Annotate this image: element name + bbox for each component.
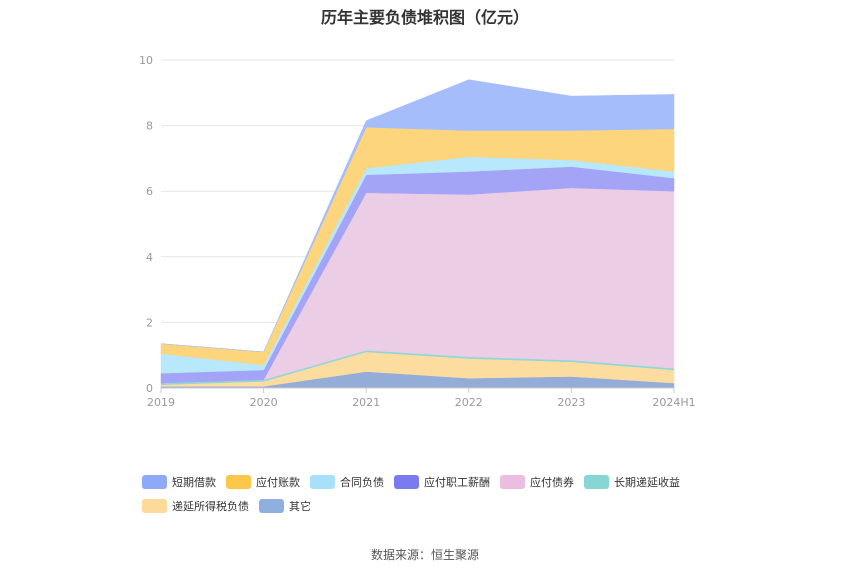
y-tick-label: 6 xyxy=(146,185,153,198)
legend-item[interactable]: 递延所得税负债 xyxy=(142,498,249,514)
y-tick-label: 2 xyxy=(146,316,153,329)
x-tick-label: 2020 xyxy=(250,396,278,409)
area-series-短期借款 xyxy=(160,79,675,353)
legend: 短期借款 应付账款 合同负债 应付职工薪酬 应付债券 长期递延收益 递延所得税负债 其它 xyxy=(142,470,742,518)
x-tick-label: 2021 xyxy=(352,396,380,409)
legend-row: 递延所得税负债 其它 xyxy=(142,494,742,518)
legend-item[interactable]: 应付职工薪酬 xyxy=(394,474,490,490)
legend-label: 应付账款 xyxy=(256,476,300,489)
legend-swatch xyxy=(394,475,419,489)
legend-swatch xyxy=(142,475,167,489)
chart-title: 历年主要负债堆积图（亿元） xyxy=(320,8,529,27)
legend-swatch xyxy=(584,475,609,489)
legend-label: 其它 xyxy=(289,500,311,513)
legend-label: 长期递延收益 xyxy=(614,476,680,489)
legend-label: 递延所得税负债 xyxy=(172,500,249,513)
legend-swatch xyxy=(310,475,335,489)
x-tick-label: 2019 xyxy=(147,396,175,409)
legend-label: 应付债券 xyxy=(530,476,574,489)
y-tick-label: 0 xyxy=(146,382,153,395)
legend-item[interactable]: 合同负债 xyxy=(310,474,384,490)
x-tick-label: 2022 xyxy=(455,396,483,409)
legend-row: 短期借款 应付账款 合同负债 应付职工薪酬 应付债券 长期递延收益 xyxy=(142,470,742,494)
legend-label: 应付职工薪酬 xyxy=(424,476,490,489)
legend-label: 合同负债 xyxy=(340,476,384,489)
legend-item[interactable]: 应付账款 xyxy=(226,474,300,490)
y-tick-label: 10 xyxy=(139,54,153,67)
area-layer xyxy=(160,79,675,389)
legend-swatch xyxy=(500,475,525,489)
legend-item[interactable]: 应付债券 xyxy=(500,474,574,490)
legend-swatch xyxy=(259,499,284,513)
legend-item[interactable]: 长期递延收益 xyxy=(584,474,680,490)
legend-swatch xyxy=(142,499,167,513)
y-tick-label: 4 xyxy=(146,251,153,264)
y-tick-label: 8 xyxy=(146,120,153,133)
x-tick-label: 2024H1 xyxy=(652,396,695,409)
x-tick-label: 2023 xyxy=(557,396,585,409)
legend-item[interactable]: 其它 xyxy=(259,498,311,514)
source-note: 数据来源：恒生聚源 xyxy=(370,548,479,562)
axis-layer: 0 2 4 6 8 10 2019 2020 2021 2022 2023 2024H1 xyxy=(139,54,696,409)
legend-swatch xyxy=(226,475,251,489)
legend-item[interactable]: 短期借款 xyxy=(142,474,216,490)
legend-label: 短期借款 xyxy=(172,476,216,489)
